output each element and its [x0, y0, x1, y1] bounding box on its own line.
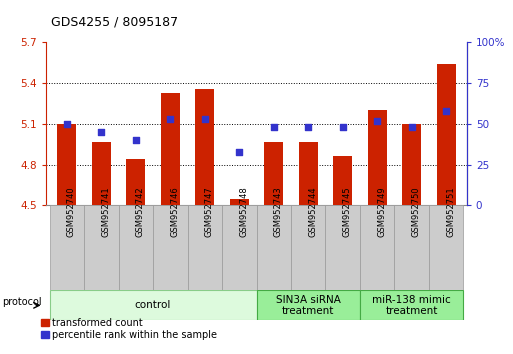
Bar	[402, 124, 421, 205]
Text: GSM952742: GSM952742	[136, 187, 145, 238]
Bar	[119, 205, 153, 290]
Bar	[360, 205, 394, 290]
Bar	[92, 142, 111, 205]
Bar	[222, 205, 256, 290]
Bar	[256, 205, 291, 290]
Bar	[256, 290, 360, 320]
Point	[132, 137, 140, 143]
Bar	[333, 156, 352, 205]
Bar	[126, 159, 145, 205]
Point	[166, 116, 174, 122]
Point	[373, 118, 381, 124]
Bar	[299, 142, 318, 205]
Text: miR-138 mimic
treatment: miR-138 mimic treatment	[372, 295, 451, 316]
Text: GSM952744: GSM952744	[308, 187, 317, 238]
Bar	[394, 205, 429, 290]
Text: GSM952751: GSM952751	[446, 187, 455, 238]
Text: GSM952743: GSM952743	[274, 187, 283, 238]
Point	[304, 124, 312, 130]
Text: GSM952740: GSM952740	[67, 187, 76, 238]
Bar	[57, 124, 76, 205]
Bar	[230, 199, 249, 205]
Point	[63, 121, 71, 127]
Point	[339, 124, 347, 130]
Bar	[50, 290, 256, 320]
Text: GSM952745: GSM952745	[343, 187, 352, 238]
Point	[270, 124, 278, 130]
Text: SIN3A siRNA
treatment: SIN3A siRNA treatment	[276, 295, 341, 316]
Text: GSM952741: GSM952741	[102, 187, 110, 238]
Bar	[368, 110, 387, 205]
Bar	[360, 290, 463, 320]
Point	[97, 129, 106, 135]
Bar	[195, 88, 214, 205]
Text: protocol: protocol	[3, 297, 42, 307]
Bar	[188, 205, 222, 290]
Bar	[161, 93, 180, 205]
Text: GSM952748: GSM952748	[239, 187, 248, 238]
Bar	[264, 142, 283, 205]
Text: GSM952750: GSM952750	[411, 187, 421, 238]
Legend: transformed count, percentile rank within the sample: transformed count, percentile rank withi…	[41, 318, 218, 340]
Text: control: control	[135, 300, 171, 310]
Point	[235, 149, 243, 154]
Text: GDS4255 / 8095187: GDS4255 / 8095187	[51, 16, 179, 29]
Bar	[153, 205, 188, 290]
Bar	[429, 205, 463, 290]
Text: GSM952747: GSM952747	[205, 187, 214, 238]
Bar	[437, 64, 456, 205]
Text: GSM952749: GSM952749	[377, 187, 386, 238]
Point	[201, 116, 209, 122]
Text: GSM952746: GSM952746	[170, 187, 180, 238]
Bar	[84, 205, 119, 290]
Bar	[291, 205, 325, 290]
Bar	[50, 205, 84, 290]
Point	[442, 108, 450, 114]
Bar	[325, 205, 360, 290]
Point	[407, 124, 416, 130]
